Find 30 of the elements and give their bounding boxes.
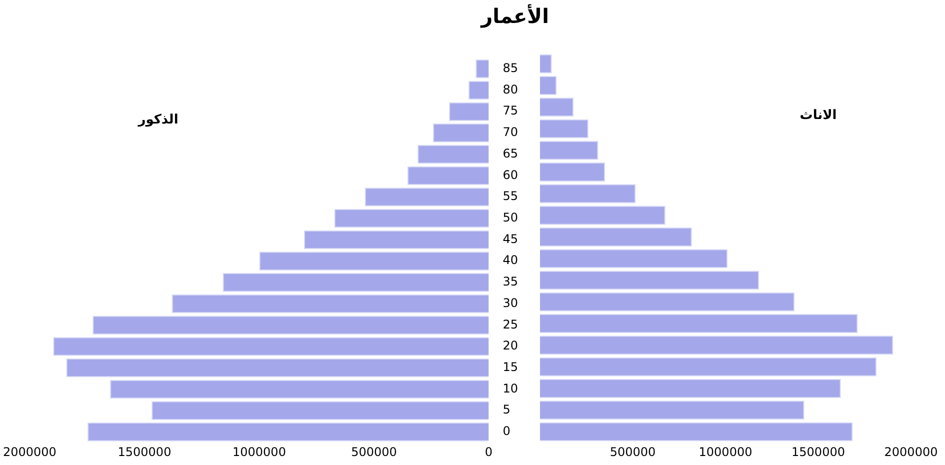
x-tick-label: 1500000 xyxy=(792,444,845,459)
y-tick-label: 0 xyxy=(502,424,510,438)
x-tick-label: 0 xyxy=(484,444,493,459)
y-tick-label: 60 xyxy=(502,168,518,182)
y-tick-label: 40 xyxy=(502,253,518,268)
y-tick-label: 55 xyxy=(502,189,518,204)
y-tick-label: 85 xyxy=(502,61,518,76)
y-tick-label: 30 xyxy=(502,296,518,310)
text: الذكور xyxy=(137,112,178,128)
x-tick-label: 500000 xyxy=(610,444,656,459)
x-tick-label: 1000000 xyxy=(232,444,286,459)
x-tick-label: 1000000 xyxy=(698,444,752,459)
chart-title: الأعمار xyxy=(479,4,550,28)
y-tick-label: 5 xyxy=(502,402,510,417)
y-tick-label: 70 xyxy=(502,125,518,140)
y-tick-label: 45 xyxy=(502,232,518,246)
x-tick-label: 1500000 xyxy=(118,444,172,459)
x-tick-label: 2000000 xyxy=(2,444,56,459)
y-tick-label: 80 xyxy=(502,82,518,96)
y-tick-label: 15 xyxy=(502,360,518,374)
text: الاناث xyxy=(800,108,837,124)
y-tick-label: 50 xyxy=(502,210,518,224)
y-tick-label: 10 xyxy=(502,381,518,396)
x-tick-label: 500000 xyxy=(351,444,397,459)
y-tick-label: 75 xyxy=(502,104,518,118)
x-tick-label: 2000000 xyxy=(884,444,938,459)
y-tick-label: 35 xyxy=(502,274,518,289)
y-tick-label: 25 xyxy=(502,317,518,332)
y-tick-label: 65 xyxy=(502,146,518,160)
y-tick-label: 20 xyxy=(502,338,518,353)
